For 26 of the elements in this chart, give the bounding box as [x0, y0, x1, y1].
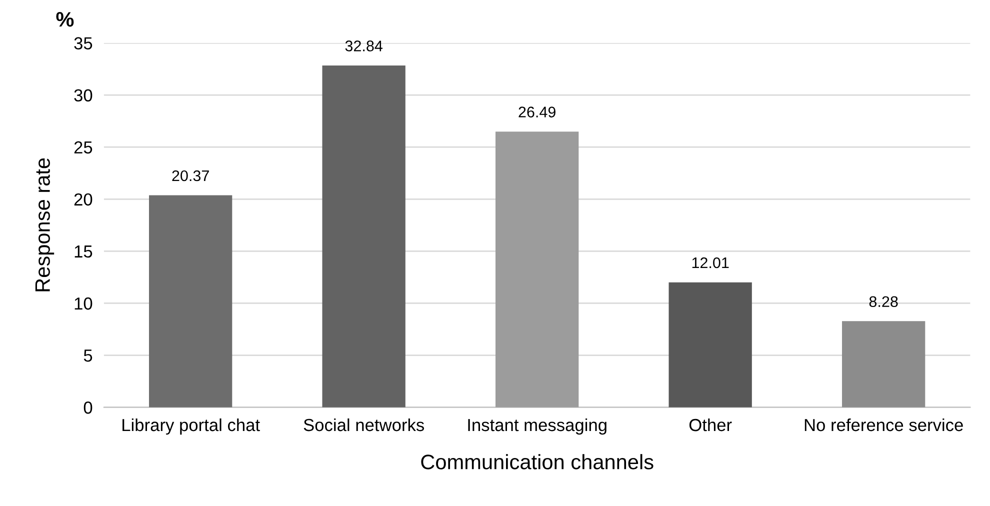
y-tick-label: 10 [74, 297, 92, 310]
x-axis-title: Communication channels [421, 454, 654, 470]
data-label: 12.01 [692, 257, 729, 268]
data-label: 32.84 [345, 40, 382, 52]
bar [322, 65, 406, 408]
data-label: 8.28 [869, 296, 898, 308]
y-tick-label: 5 [84, 350, 92, 362]
y-tick-label: 30 [74, 89, 92, 102]
bar [668, 282, 752, 408]
data-label: 20.37 [172, 170, 209, 182]
bar [148, 195, 232, 408]
y-tick-label: 35 [74, 37, 92, 50]
y-tick-label: 0 [84, 402, 92, 414]
bar [495, 132, 579, 408]
y-tick-label: 25 [74, 141, 92, 154]
x-tick-label: Instant messaging [468, 418, 606, 435]
text: % [56, 12, 74, 27]
y-tick-label: 20 [74, 193, 92, 206]
x-tick-label: No reference service [804, 418, 963, 432]
y-axis-title: Response rate [35, 158, 54, 292]
x-tick-label: Library portal chat [122, 418, 260, 435]
x-tick-label: Other [689, 418, 732, 432]
x-tick-label: Social networks [304, 418, 424, 432]
bar [842, 321, 926, 408]
y-tick-label: 15 [74, 246, 92, 258]
data-label: 26.49 [518, 106, 556, 118]
